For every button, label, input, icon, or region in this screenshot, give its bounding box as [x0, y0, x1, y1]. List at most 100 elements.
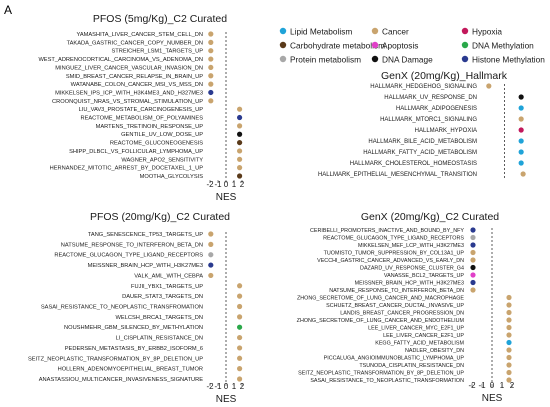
nes-point: [470, 264, 476, 271]
term-label: HALLMARK_HYPOXIA: [415, 128, 477, 134]
x-tick-label: 1: [500, 381, 505, 390]
nes-point: [237, 345, 243, 351]
term-label: GENTILE_UV_LOW_DOSE_UP: [121, 132, 203, 138]
legend-dot: [279, 27, 287, 35]
chart-title: PFOS (5mg/Kg)_C2 Curated: [93, 13, 227, 25]
x-tick-label: -1: [214, 180, 222, 189]
nes-point: [237, 131, 243, 137]
x-tick-label: -2: [206, 180, 214, 189]
term-label: TANG_SENESCENCE_TP53_TARGETS_UP: [88, 232, 203, 238]
legend-label: DNA Damage: [382, 55, 433, 65]
x-tick-label: -1: [214, 382, 222, 391]
x-tick-label: 0: [490, 381, 495, 390]
term-label: MIKKELSEN_MEF_LCP_WITH_H3K27ME3: [358, 243, 464, 249]
nes-point: [237, 293, 243, 299]
term-label: NATSUME_RESPONSE_TO_INTERFERON_BETA_DN: [329, 288, 464, 294]
term-label: HALLMARK_BILE_ACID_METABOLISM: [368, 139, 477, 145]
x-tick-label: 2: [240, 382, 245, 391]
x-axis-label: NES: [216, 394, 237, 405]
term-label: LIU_VAV3_PROSTATE_CARCINOGENESIS_UP: [79, 107, 204, 113]
nes-point: [208, 98, 214, 104]
term-label: PEDERSEN_METASTASIS_BY_ERBB2_ISOFORM_6: [65, 346, 203, 352]
nes-point: [506, 377, 512, 383]
nes-point: [208, 64, 214, 71]
term-label: WAGNER_APO2_SENSITIVITY: [121, 157, 203, 163]
term-label: REACTOME_GLUCAGON_TYPE_LIGAND_RECEPTORS: [54, 253, 203, 259]
nes-point: [208, 231, 214, 237]
nes-point: [208, 241, 214, 247]
nes-point: [506, 317, 512, 323]
term-label: VECCHI_GASTRIC_CANCER_ADVANCED_VS_EARLY_…: [317, 258, 464, 264]
nes-point: [470, 257, 476, 263]
legend-dot: [461, 55, 469, 63]
nes-point: [470, 279, 476, 286]
nes-point: [237, 106, 243, 112]
nes-point: [506, 309, 512, 316]
term-label: TUOMISTO_TUMOR_SUPPRESSION_BY_COL13A1_UP: [324, 251, 465, 257]
nes-point: [237, 366, 243, 372]
term-label: LANDIS_BREAST_CANCER_PROGRESSION_DN: [340, 311, 464, 317]
nes-point: [208, 262, 214, 268]
nes-point: [470, 242, 476, 248]
nes-point: [208, 89, 214, 96]
term-label: LI_CISPLATIN_RESISTANCE_DN: [116, 336, 203, 342]
term-label: REACTOME_GLUCAGON_TYPE_LIGAND_RECEPTORS: [323, 236, 464, 242]
legend: Lipid Metabolism Cancer Hypoxia Carbohydrat…: [279, 27, 545, 65]
nes-point: [208, 252, 214, 258]
x-tick-label: 0: [224, 180, 229, 189]
legend-label: Histone Methylation: [472, 55, 545, 65]
term-label: HALLMARK_HEDGEHOG_SIGNALING: [370, 84, 477, 90]
nes-point: [470, 234, 476, 241]
nes-point: [470, 227, 476, 233]
term-label: MARTENS_TRETINOIN_RESPONSE_UP: [96, 124, 204, 130]
term-label: SCHUETZ_BREAST_CANCER_DUCTAL_INVASIVE_UP: [326, 303, 464, 309]
term-label: HALLMARK_MTORC1_SIGNALING: [380, 117, 477, 123]
term-label: ZHONG_SECRETOME_OF_LUNG_CANCER_AND_MACRO…: [297, 296, 464, 302]
nes-point: [520, 171, 526, 177]
x-axis-label: NES: [216, 192, 237, 203]
term-label: VANASSE_BCL2_TARGETS_UP: [384, 273, 464, 279]
term-label: CERIBELLI_PROMOTERS_INACTIVE_AND_BOUND_B…: [310, 228, 464, 234]
term-label: WATANABE_COLON_CANCER_MSI_VS_MSS_DN: [71, 82, 203, 88]
term-label: HERNANDEZ_MITOTIC_ARREST_BY_DOCETAXEL_1_…: [50, 166, 204, 172]
term-label: TAKADA_GASTRIC_CANCER_COPY_NUMBER_DN: [67, 40, 203, 46]
x-axis-label: NES: [482, 393, 503, 404]
nes-point: [506, 302, 512, 308]
x-tick-label: -1: [478, 381, 486, 390]
term-label: SHIPP_DLBCL_VS_FOLLICULAR_LYMPHOMA_UP: [69, 149, 203, 155]
legend-dot: [461, 27, 469, 35]
term-label: HALLMARK_UV_RESPONSE_DN: [384, 95, 477, 101]
nes-point: [506, 369, 512, 376]
nes-point: [470, 287, 476, 293]
nes-point: [518, 138, 524, 144]
term-label: VALK_AML_WITH_CEBPA: [134, 273, 203, 279]
chart-title: GenX (20mg/Kg)_Hallmark: [381, 70, 508, 82]
x-tick-label: 1: [232, 180, 237, 189]
nes-point: [518, 94, 524, 100]
nes-point: [506, 347, 512, 353]
term-label: DAUER_STAT3_TARGETS_DN: [122, 294, 203, 300]
nes-point: [518, 160, 524, 166]
legend-label: Protein metabolism: [290, 55, 361, 65]
nes-point: [518, 105, 524, 111]
legend-dot: [371, 41, 379, 49]
term-label: SMID_BREAST_CANCER_RELAPSE_IN_BRAIN_UP: [66, 74, 203, 80]
nes-point: [470, 249, 476, 256]
term-label: NATSUME_RESPONSE_TO_INTERFERON_BETA_DN: [61, 242, 203, 248]
x-tick-label: -2: [206, 382, 214, 391]
nes-point: [237, 314, 243, 320]
term-label: FUJII_YBX1_TARGETS_UP: [131, 284, 203, 290]
term-label: ANASTASSIOU_MULTICANCER_INVASIVENESS_SIG…: [39, 377, 203, 383]
term-label: MEISSNER_BRAIN_HCP_WITH_H3K27ME3: [88, 263, 203, 269]
term-label: REACTOME_GLUCONEOGENESIS: [110, 141, 203, 147]
nes-point: [237, 165, 243, 171]
term-label: SEITZ_NEOPLASTIC_TRANSFORMATION_BY_8P_DE…: [28, 356, 203, 362]
nes-point: [208, 81, 214, 87]
x-tick-label: 1: [232, 382, 237, 391]
legend-label: DNA Methylation: [472, 41, 534, 51]
term-label: WELCSH_BRCA1_TARGETS_DN: [116, 315, 203, 321]
nes-point: [237, 148, 243, 154]
term-label: DAZARD_UV_RESPONSE_CLUSTER_G4: [360, 266, 464, 272]
nes-point: [237, 376, 243, 382]
legend-dot: [279, 55, 287, 63]
